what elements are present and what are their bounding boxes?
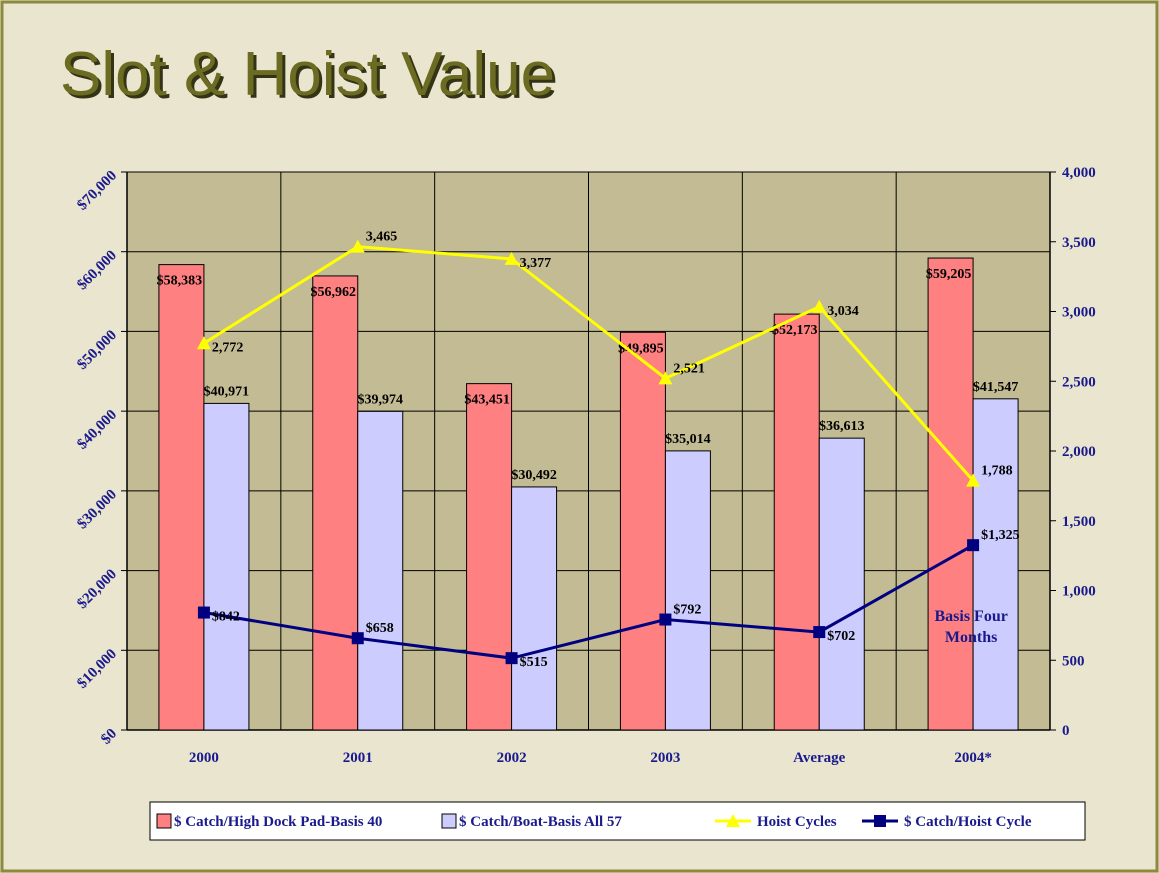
chart-title-shadow: Slot & Hoist Value xyxy=(63,43,558,112)
bar xyxy=(927,257,974,731)
x-tick-label: 2001 xyxy=(343,750,373,766)
bar-value-label: $56,962 xyxy=(311,285,357,300)
bar xyxy=(357,410,404,731)
y2-tick-label: 2,500 xyxy=(1062,374,1096,390)
bar-value-label: $58,383 xyxy=(157,274,203,289)
line-marker xyxy=(504,251,519,265)
line-value-label: $1,325 xyxy=(981,528,1020,543)
line-marker xyxy=(812,299,827,313)
annotation: Basis Four Months xyxy=(934,608,1008,646)
bar-value-label: $39,974 xyxy=(358,392,404,407)
bar-value-label: $35,014 xyxy=(665,432,711,447)
bar xyxy=(203,402,250,731)
y2-tick-label: 3,500 xyxy=(1062,235,1096,251)
bar-value-label: $40,971 xyxy=(204,384,250,399)
bar xyxy=(773,313,820,731)
line-value-label: $658 xyxy=(366,621,394,636)
y2-tick-label: 1,500 xyxy=(1062,514,1096,530)
legend-swatch xyxy=(156,813,172,829)
annotation-box: Basis Four Months xyxy=(934,608,1008,646)
line-value-label: 3,465 xyxy=(366,230,398,245)
line-marker xyxy=(505,652,518,665)
x-tick-label: 2002 xyxy=(497,750,527,766)
bar xyxy=(818,437,865,731)
line-marker xyxy=(196,336,211,350)
line-value-label: $842 xyxy=(212,610,240,625)
bar xyxy=(312,275,359,731)
y2-tick-label: 2,000 xyxy=(1062,444,1096,460)
bar xyxy=(619,331,666,731)
line-value-label: $515 xyxy=(520,655,548,670)
bar-value-label: $49,895 xyxy=(618,341,664,356)
y2-tick-label: 0 xyxy=(1062,723,1070,739)
y2-tick-label: 4,000 xyxy=(1062,165,1096,181)
line-marker xyxy=(813,626,826,639)
bar-value-label: $30,492 xyxy=(511,468,557,483)
line-marker xyxy=(658,371,673,385)
line-marker xyxy=(351,632,364,645)
legend-label: Hoist Cycles xyxy=(757,814,837,830)
line-value-label: $792 xyxy=(673,603,701,618)
y2-tick-label: 1,000 xyxy=(1062,584,1096,600)
line-marker xyxy=(350,239,365,253)
bar-value-label: $41,547 xyxy=(973,380,1019,395)
chart-title: Slot & Hoist Value xyxy=(60,40,555,109)
line-marker xyxy=(197,606,210,619)
x-tick-label: Average xyxy=(793,750,846,766)
line-marker xyxy=(659,613,672,626)
y2-tick-label: 3,000 xyxy=(1062,305,1096,321)
line-value-label: 1,788 xyxy=(981,464,1013,479)
line-marker xyxy=(966,473,981,487)
bar-value-label: $59,205 xyxy=(926,267,972,282)
bar xyxy=(158,264,205,731)
bar-value-label: $43,451 xyxy=(464,393,510,408)
legend-marker xyxy=(726,814,740,827)
line-series xyxy=(203,245,975,482)
legend-label: $ Catch/Boat-Basis All 57 xyxy=(459,814,622,830)
legend-box xyxy=(149,801,1086,841)
line-value-label: 2,772 xyxy=(212,340,244,355)
line-value-label: 2,521 xyxy=(673,361,705,376)
x-tick-label: 2000 xyxy=(189,750,219,766)
bar xyxy=(972,398,1019,731)
line-series xyxy=(203,543,974,660)
bar-value-label: $52,173 xyxy=(772,323,818,338)
line-value-label: $702 xyxy=(827,629,855,644)
legend-label: $ Catch/High Dock Pad-Basis 40 xyxy=(174,814,382,830)
legend-swatch xyxy=(441,813,457,829)
bar xyxy=(664,450,711,731)
x-tick-label: 2004* xyxy=(954,750,992,766)
y2-tick-label: 500 xyxy=(1062,653,1085,669)
bar-value-label: $36,613 xyxy=(819,419,865,434)
x-tick-label: 2003 xyxy=(650,750,680,766)
legend-marker xyxy=(874,815,886,827)
line-value-label: 3,377 xyxy=(520,256,552,271)
legend-label: $ Catch/Hoist Cycle xyxy=(904,814,1032,830)
line-marker xyxy=(967,539,980,552)
bar xyxy=(466,383,513,731)
line-value-label: 3,034 xyxy=(827,304,859,319)
bar xyxy=(511,486,558,731)
